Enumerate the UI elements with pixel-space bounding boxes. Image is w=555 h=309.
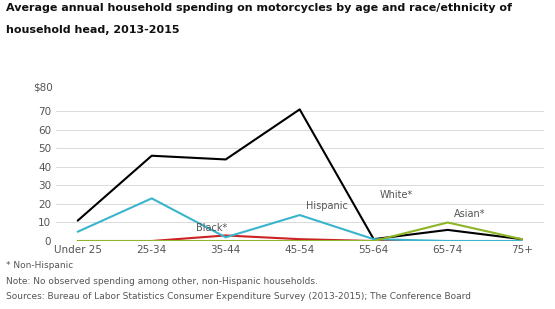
Text: Asian*: Asian* <box>453 209 485 219</box>
Text: Black*: Black* <box>196 223 228 233</box>
Text: $80: $80 <box>33 83 53 93</box>
Text: * Non-Hispanic: * Non-Hispanic <box>6 261 73 270</box>
Text: White*: White* <box>380 190 413 200</box>
Text: Sources: Bureau of Labor Statistics Consumer Expenditure Survey (2013-2015); The: Sources: Bureau of Labor Statistics Cons… <box>6 292 471 301</box>
Text: Note: No observed spending among other, non-Hispanic households.: Note: No observed spending among other, … <box>6 277 317 286</box>
Text: Average annual household spending on motorcycles by age and race/ethnicity of: Average annual household spending on mot… <box>6 3 512 13</box>
Text: Hispanic: Hispanic <box>306 201 347 211</box>
Text: household head, 2013-2015: household head, 2013-2015 <box>6 25 179 35</box>
